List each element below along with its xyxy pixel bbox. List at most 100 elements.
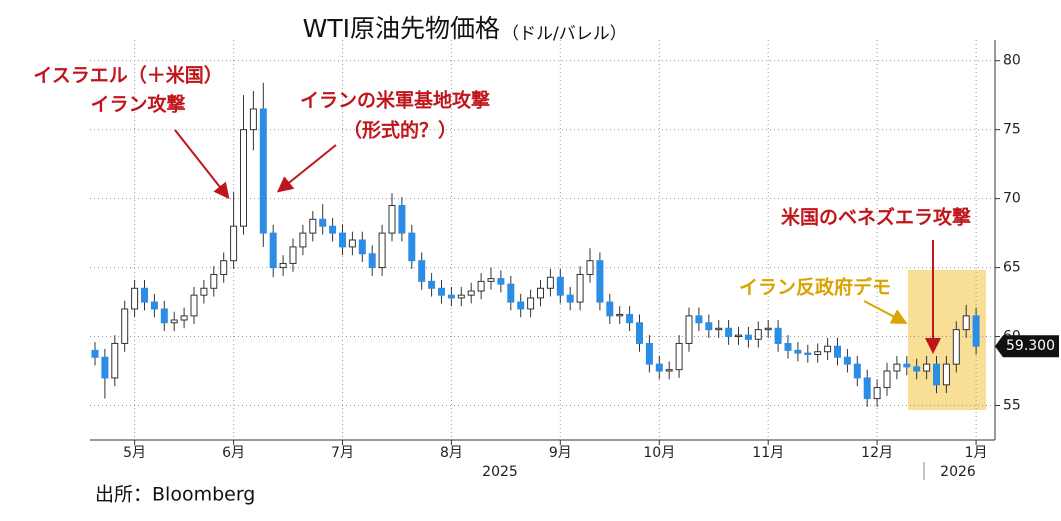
annotation: イラン攻撃 — [90, 93, 185, 116]
candle-body — [665, 369, 673, 372]
candle-body — [824, 345, 832, 353]
candle-body — [378, 232, 386, 269]
candle-body — [655, 363, 663, 372]
year-label: 2025 — [482, 464, 518, 480]
y-tick-label: 75 — [1003, 122, 1021, 138]
candle-body — [735, 334, 742, 338]
candles — [90, 40, 995, 440]
candle-body — [517, 301, 525, 310]
candle-body — [438, 287, 445, 296]
candle-body — [329, 225, 337, 234]
y-tick-label: 55 — [1003, 398, 1021, 414]
candle-body — [744, 334, 752, 340]
candle-body — [309, 218, 317, 234]
candle-body — [784, 342, 792, 351]
x-tick-label: 9月 — [549, 445, 572, 461]
chart-subtitle: （ドル/バレル） — [502, 24, 627, 44]
candle-body — [853, 363, 861, 379]
last-price-label: 59.300 — [1006, 338, 1055, 354]
y-tick-label: 65 — [1003, 260, 1021, 276]
candle-body — [190, 294, 198, 317]
candle-body — [527, 297, 535, 310]
candle-body — [705, 322, 713, 331]
candle-body — [873, 387, 881, 400]
candle-body — [537, 287, 544, 299]
candle-body — [645, 342, 653, 365]
candle-body — [408, 232, 416, 262]
candle-body — [566, 294, 574, 303]
candle-body — [121, 308, 129, 344]
candle-body — [160, 308, 168, 324]
candle-body — [715, 327, 723, 331]
year-label: 2026 — [940, 464, 976, 480]
x-tick-label: 6月 — [222, 445, 245, 461]
candle-body — [319, 218, 327, 227]
candle-body — [883, 370, 891, 389]
x-tick-label: 5月 — [123, 445, 146, 461]
candle-body — [418, 260, 426, 282]
candle-body — [764, 327, 772, 331]
candle-body — [695, 315, 703, 324]
candle-body — [952, 329, 960, 365]
candle-body — [249, 108, 257, 131]
x-tick-label: 12月 — [861, 445, 893, 461]
candle-body — [220, 260, 228, 275]
candle-body — [180, 315, 188, 321]
candle-body — [358, 239, 366, 255]
candle-body — [131, 287, 139, 310]
candle-body — [794, 349, 802, 354]
x-tick-label: 8月 — [440, 445, 463, 461]
candle-body — [863, 377, 871, 400]
candle-body — [754, 329, 762, 340]
candle-body — [428, 280, 436, 289]
candle-body — [447, 294, 455, 299]
y-tick-label: 70 — [1003, 191, 1021, 207]
candle-body — [240, 129, 247, 227]
candle-body — [933, 363, 940, 386]
candle-body — [210, 273, 218, 289]
candle-body — [834, 345, 841, 358]
x-tick-label: 7月 — [331, 445, 354, 461]
candle-body — [279, 262, 287, 269]
candle-body — [893, 363, 901, 372]
candle-body — [398, 205, 406, 234]
candle-body — [477, 280, 485, 292]
candle-body — [230, 225, 238, 262]
candle-body — [457, 294, 465, 299]
candle-body — [576, 273, 584, 303]
candle-body — [259, 108, 267, 234]
candle-body — [507, 283, 515, 303]
candle-body — [91, 349, 99, 358]
candle-body — [289, 246, 297, 264]
y-tick-label: 80 — [1003, 53, 1021, 69]
arrow — [174, 129, 230, 200]
candle-body — [497, 278, 505, 285]
candle-body — [388, 205, 396, 234]
x-tick-label: 11月 — [752, 445, 784, 461]
candle-body — [556, 276, 564, 296]
candle-body — [804, 352, 812, 355]
candle-body — [685, 315, 693, 344]
candle-body — [675, 342, 683, 371]
candle-body — [269, 232, 277, 269]
candle-body — [923, 363, 931, 372]
annotation: イランの米軍基地攻撃 — [300, 89, 490, 112]
candle-body — [596, 260, 604, 303]
candle-body — [586, 260, 594, 275]
candle-body — [774, 327, 782, 344]
candle-body — [725, 327, 733, 338]
candle-body — [487, 278, 495, 282]
arrow — [276, 144, 337, 193]
candle-body — [903, 363, 911, 368]
x-tick-label: 1月 — [965, 445, 988, 461]
candle-body — [606, 301, 614, 317]
candle-body — [626, 313, 634, 324]
candle-body — [962, 315, 970, 331]
annotation: イスラエル（＋米国） — [33, 64, 222, 87]
annotation: 米国のベネズエラ攻撃 — [781, 206, 971, 229]
last-price-marker — [995, 335, 1059, 358]
candle-body — [111, 342, 119, 379]
x-tick-label: 10月 — [643, 445, 675, 461]
candle-body — [200, 287, 208, 296]
